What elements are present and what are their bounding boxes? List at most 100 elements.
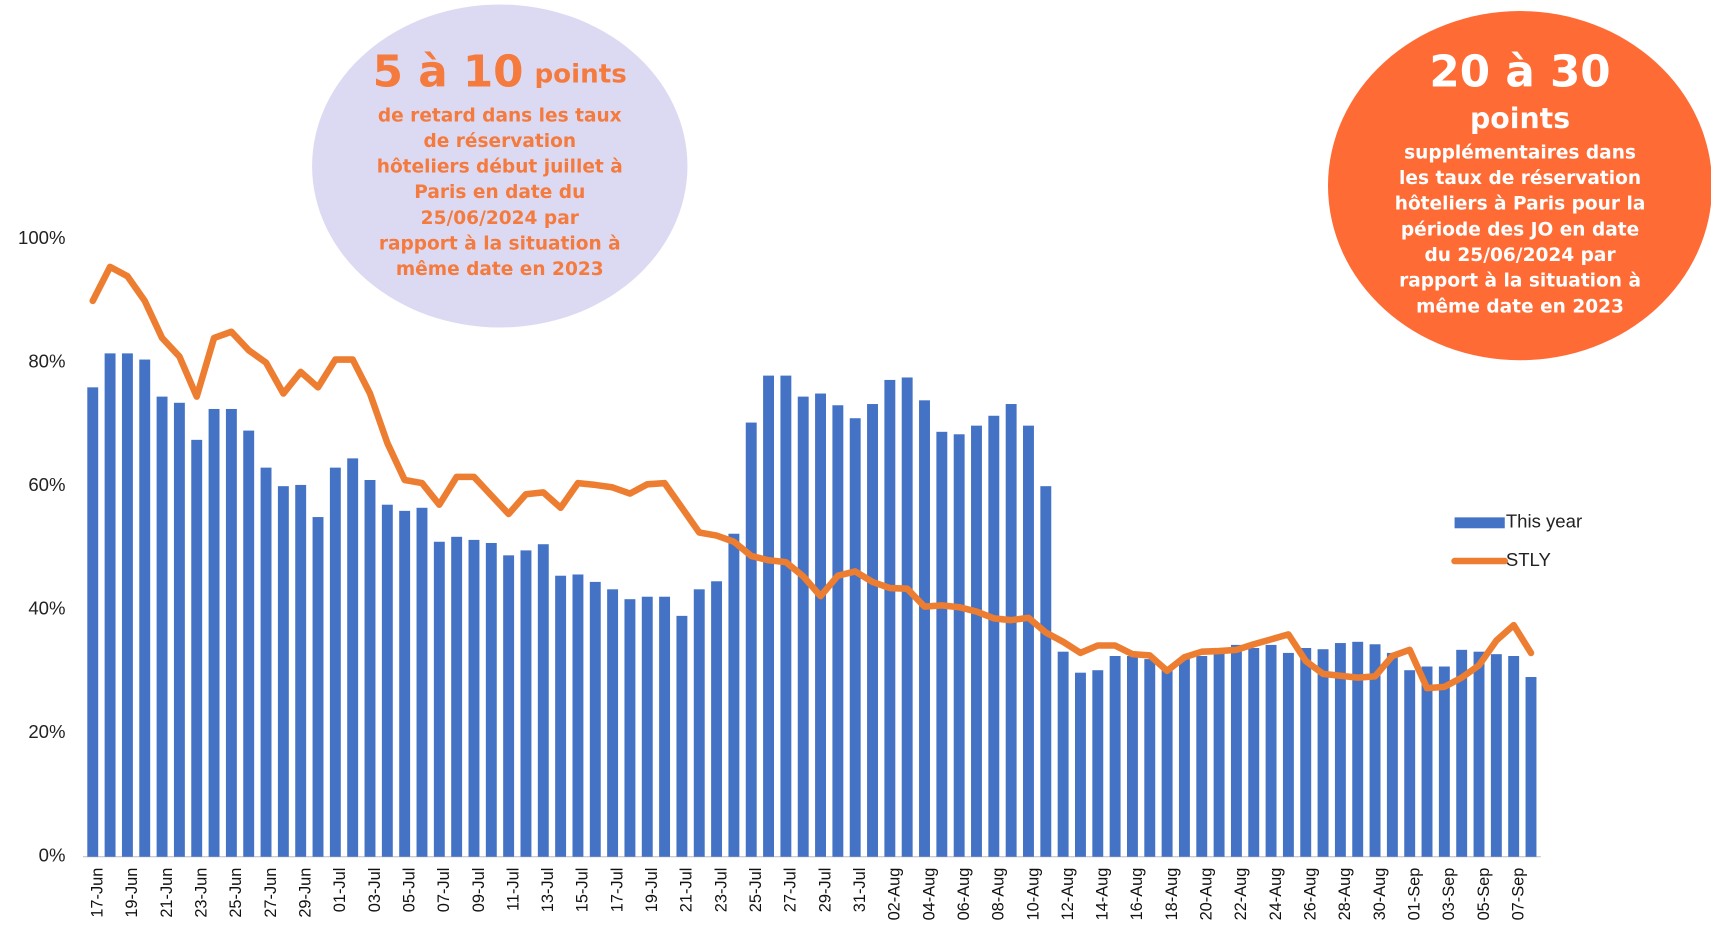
x-tick-label: 19-Jun (123, 868, 141, 918)
x-tick: 12-Aug (1059, 868, 1077, 921)
bar (971, 425, 982, 857)
x-tick-label: 21-Jul (678, 868, 696, 913)
bar (295, 484, 307, 857)
bar (520, 550, 532, 857)
bar (711, 581, 723, 857)
annotation-bubble (1328, 11, 1711, 361)
bar (1144, 659, 1156, 857)
bar (589, 581, 601, 857)
annotation-headline: 5 à 10 points (373, 46, 627, 97)
bar (1404, 670, 1416, 857)
x-tick-label: 01-Jul (331, 868, 349, 913)
x-tick: 14-Aug (1094, 868, 1112, 921)
annotation-headline: 20 à 30 (1429, 46, 1610, 97)
bar (919, 400, 930, 857)
bar (1092, 670, 1104, 857)
bar (815, 393, 826, 857)
bar (468, 539, 480, 857)
x-tick: 23-Jul (712, 868, 730, 913)
y-tick-label: 60% (28, 474, 65, 495)
bar (277, 486, 289, 857)
bar (832, 405, 844, 857)
bar (156, 396, 168, 857)
annotation-line: de retard dans les taux (378, 105, 622, 126)
x-tick-label: 03-Jul (366, 868, 384, 913)
y-tick-label: 40% (28, 598, 65, 619)
bar (1248, 647, 1260, 857)
annotation-line: période des JO en date (1401, 219, 1639, 240)
bar (381, 504, 393, 857)
x-tick-label: 17-Jul (608, 868, 626, 913)
annotation-line: rapport à la situation à (1399, 271, 1641, 292)
bar (1161, 668, 1173, 857)
x-tick-label: 28-Aug (1336, 868, 1354, 921)
bar (1508, 656, 1520, 857)
x-tick-label: 17-Jun (89, 868, 107, 918)
x-tick-label: 10-Aug (1024, 868, 1042, 921)
bar (572, 574, 584, 857)
x-tick-label: 09-Jul (470, 868, 488, 913)
bar (503, 555, 515, 857)
bar (1213, 649, 1225, 857)
x-tick: 24-Aug (1267, 868, 1285, 921)
annotation-line: supplémentaires dans (1404, 142, 1636, 163)
x-tick-label: 20-Aug (1198, 868, 1216, 921)
y-tick-label: 100% (18, 227, 65, 248)
x-tick-label: 26-Aug (1302, 868, 1320, 921)
bar (1196, 656, 1208, 857)
bar (988, 415, 1000, 857)
x-tick: 07-Sep (1509, 868, 1527, 921)
x-tick: 02-Aug (886, 868, 904, 921)
bar (208, 408, 220, 857)
x-tick: 17-Jun (89, 868, 107, 918)
bar (1109, 656, 1121, 857)
bar (399, 510, 411, 857)
bar (1369, 644, 1381, 857)
annotation-line: même date en 2023 (396, 259, 604, 280)
bar (191, 439, 203, 857)
x-tick-label: 03-Sep (1440, 868, 1458, 921)
x-tick-label: 29-Jul (816, 868, 834, 913)
bar (260, 467, 272, 857)
x-tick: 30-Aug (1371, 868, 1389, 921)
x-tick: 19-Jul (643, 868, 661, 913)
y-tick-label: 20% (28, 721, 65, 742)
x-tick: 31-Jul (851, 868, 869, 913)
x-tick-label: 21-Jun (158, 868, 176, 918)
y-tick-label: 80% (28, 351, 65, 372)
bar (1334, 643, 1346, 857)
annotation-line: même date en 2023 (1416, 296, 1624, 317)
x-tick: 27-Jul (782, 868, 800, 913)
x-tick-label: 04-Aug (920, 868, 938, 921)
bar (1057, 651, 1069, 857)
bar (676, 615, 688, 857)
legend-swatch (1454, 517, 1505, 529)
bar (1300, 647, 1312, 857)
x-tick: 25-Jun (227, 868, 245, 918)
bar (1352, 641, 1364, 857)
bar (451, 536, 463, 857)
bar (225, 408, 237, 857)
bar (1040, 486, 1052, 857)
x-tick-label: 23-Jun (193, 868, 211, 918)
x-tick: 08-Aug (990, 868, 1008, 921)
bar (1230, 644, 1242, 857)
x-tick: 06-Aug (955, 868, 973, 921)
bar (936, 431, 948, 857)
bar (745, 422, 757, 857)
x-tick: 03-Sep (1440, 868, 1458, 921)
legend-label: STLY (1506, 549, 1551, 570)
annotation-unit: points (1470, 102, 1570, 135)
x-tick: 05-Sep (1475, 868, 1493, 921)
bar (555, 575, 567, 857)
y-tick-label: 0% (39, 845, 66, 866)
x-tick: 18-Aug (1163, 868, 1181, 921)
x-tick: 29-Jul (816, 868, 834, 913)
bar (173, 402, 185, 857)
x-tick: 19-Jun (123, 868, 141, 918)
line (89, 263, 1535, 692)
x-tick-label: 06-Aug (955, 868, 973, 921)
bar (780, 375, 792, 857)
bar (1473, 651, 1485, 857)
bar (728, 533, 740, 857)
